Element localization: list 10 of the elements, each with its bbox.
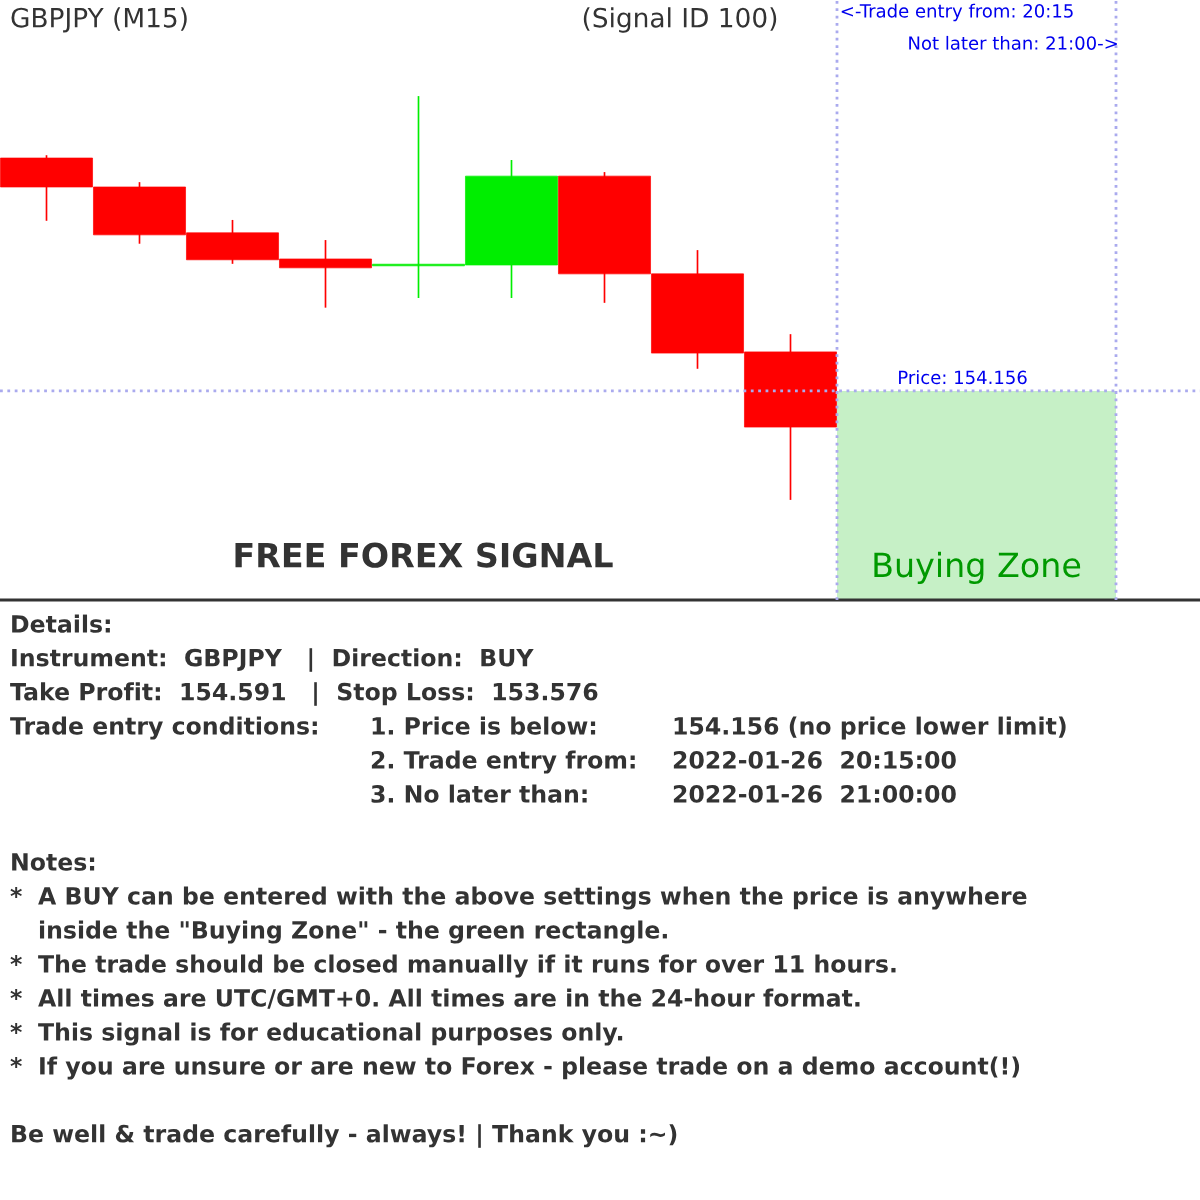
text: Notes: * A BUY can be entered with the above settings when the price is anywhere inside the "Buying Zone" - the green rectangle. * The trade should be closed manually if it runs for over 11 hours. * All times are UTC/GMT+0. All times are in the 24-hour format. * This signal is for educational purposes only. * If you are unsure or are new to Forex - please trade on a demo account(!) (10, 853, 1027, 1080)
text: Not later than: 21:00-> (909, 35, 1117, 50)
text: FREE FOREX SIGNAL (235, 542, 613, 568)
text: Price: 154.156 (899, 370, 1027, 385)
chart-title: GBPJPY (M15) (11, 7, 187, 33)
chart-subtitle: (Signal ID 100) (583, 7, 777, 33)
text: <-Trade entry from: 20:15 (841, 3, 1073, 22)
text: Buying Zone (874, 551, 1081, 584)
text: Details: Instrument: GBPJPY | Direction: BUY Take Profit: 154.591 | Stop Loss: 153.576 Trade entry conditions: 1. Price is below: 154.156 (no price lower limit) 2. Trade entry from: 2022-01-26 20:15:00 3. No later than: 2022-01-26 21:00:00 (10, 614, 1066, 803)
text: Be well & trade carefully - always! | Thank you :~) (12, 1124, 677, 1148)
